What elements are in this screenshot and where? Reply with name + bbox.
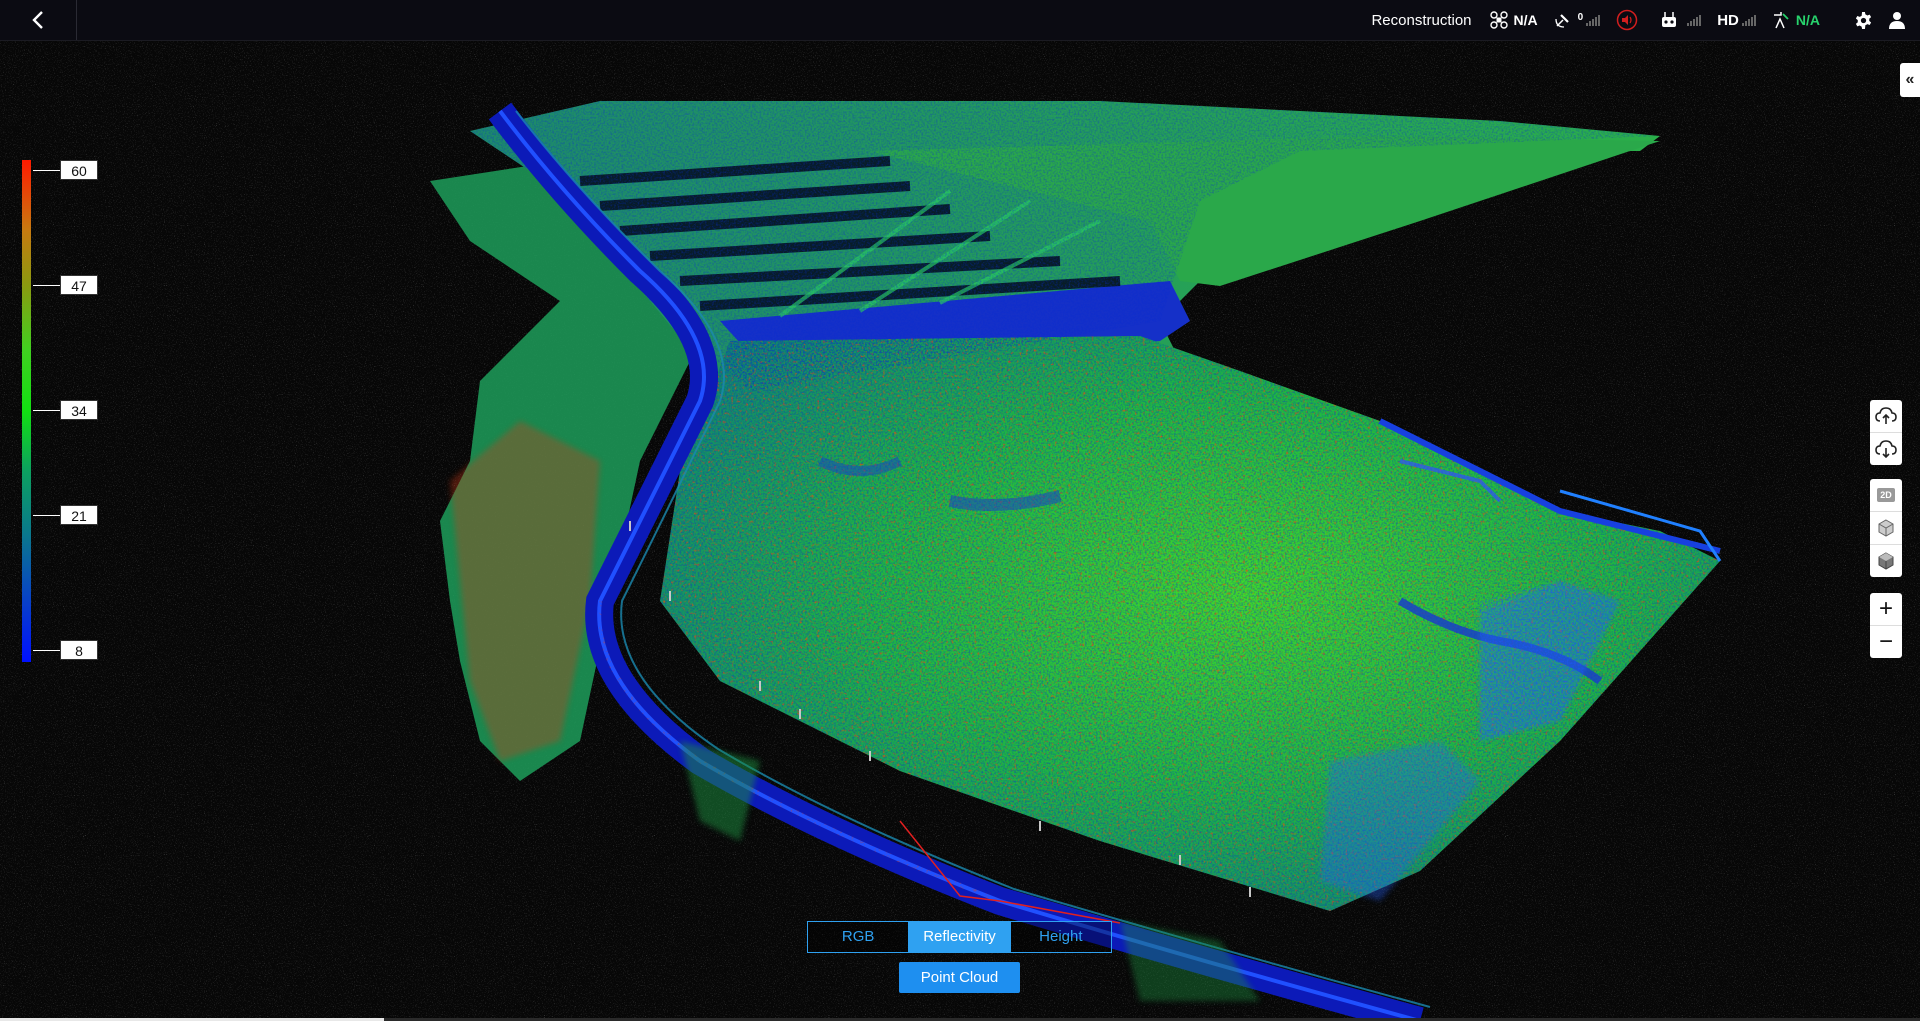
- view-3d-solid-button[interactable]: [1870, 544, 1902, 577]
- top-bar: Reconstruction N/A 0: [0, 0, 1920, 41]
- cloud-download-icon: [1875, 440, 1897, 458]
- user-icon: [1889, 12, 1905, 29]
- gps-signal-bars: [1586, 14, 1601, 26]
- drone-icon: [1489, 11, 1508, 29]
- reflectivity-legend: 60 47 34 21 8: [22, 160, 98, 662]
- point-cloud-button[interactable]: Point Cloud: [899, 962, 1020, 993]
- legend-tick: [33, 515, 61, 516]
- rtk-status: N/A: [1772, 11, 1820, 29]
- view-3d-button[interactable]: [1870, 511, 1902, 544]
- double-chevron-left-icon: «: [1905, 71, 1915, 88]
- legend-tick: [33, 285, 61, 286]
- legend-color-bar: [22, 160, 31, 662]
- rtk-icon: [1773, 12, 1789, 29]
- satellite-icon: [1554, 14, 1569, 28]
- drone-status-value: N/A: [1513, 12, 1538, 28]
- cloud-upload-button[interactable]: [1870, 400, 1902, 432]
- legend-tick: [33, 410, 61, 411]
- rtk-status-value: N/A: [1795, 12, 1820, 28]
- remote-controller-icon: [1662, 12, 1677, 27]
- legend-label: 47: [60, 275, 98, 295]
- view-3d-solid-icon: [1878, 552, 1894, 570]
- user-button[interactable]: [1882, 0, 1912, 40]
- zoom-out-button[interactable]: −: [1870, 625, 1902, 658]
- legend-label-max: 60: [60, 160, 98, 180]
- mode-label: Reconstruction: [1371, 11, 1472, 29]
- legend-label: 21: [60, 505, 98, 525]
- rc-signal-bars: [1687, 14, 1702, 26]
- point-cloud-viewport[interactable]: [0, 41, 1920, 1021]
- view-3d-icon: [1878, 519, 1894, 537]
- gps-count: 0: [1577, 11, 1584, 23]
- back-button[interactable]: [0, 0, 77, 40]
- progress-fill: [0, 1018, 384, 1021]
- video-status: HD: [1717, 12, 1756, 29]
- status-bar: Reconstruction N/A 0: [1371, 0, 1920, 40]
- drone-status: N/A: [1489, 11, 1538, 29]
- speaker-alert-icon: [1616, 9, 1638, 31]
- legend-label: 34: [60, 400, 98, 420]
- cloud-download-button[interactable]: [1870, 432, 1902, 465]
- settings-button[interactable]: [1848, 0, 1878, 40]
- view-mode-reflectivity[interactable]: Reflectivity: [908, 922, 1010, 952]
- zoom-in-button[interactable]: +: [1870, 593, 1902, 625]
- minus-icon: −: [1878, 628, 1893, 655]
- view-mode-height[interactable]: Height: [1009, 922, 1111, 952]
- plus-icon: +: [1878, 595, 1893, 622]
- view-mode-selector: RGB Reflectivity Height: [807, 921, 1112, 953]
- gps-status: 0: [1554, 11, 1601, 29]
- legend-label-min: 8: [60, 640, 98, 660]
- collapse-panel-button[interactable]: «: [1900, 63, 1920, 97]
- progress-bar: [0, 1018, 1920, 1021]
- alert-status[interactable]: [1616, 9, 1644, 31]
- zoom-tool-group: + −: [1870, 593, 1902, 658]
- cloud-upload-icon: [1875, 407, 1897, 424]
- cloud-tool-group: [1870, 400, 1902, 465]
- view-tool-group: 2D: [1870, 479, 1902, 577]
- legend-tick: [33, 650, 61, 651]
- chevron-left-icon: [32, 11, 43, 29]
- view-2d-button[interactable]: 2D: [1870, 479, 1902, 511]
- remote-controller-status: [1660, 11, 1702, 29]
- gear-icon: [1855, 11, 1871, 29]
- legend-tick: [33, 170, 61, 171]
- view-mode-rgb[interactable]: RGB: [841, 928, 875, 945]
- point-cloud-render: [0, 41, 1920, 1021]
- view-2d-icon: 2D: [1877, 488, 1895, 502]
- video-signal-bars: [1741, 14, 1756, 26]
- video-label: HD: [1717, 11, 1739, 29]
